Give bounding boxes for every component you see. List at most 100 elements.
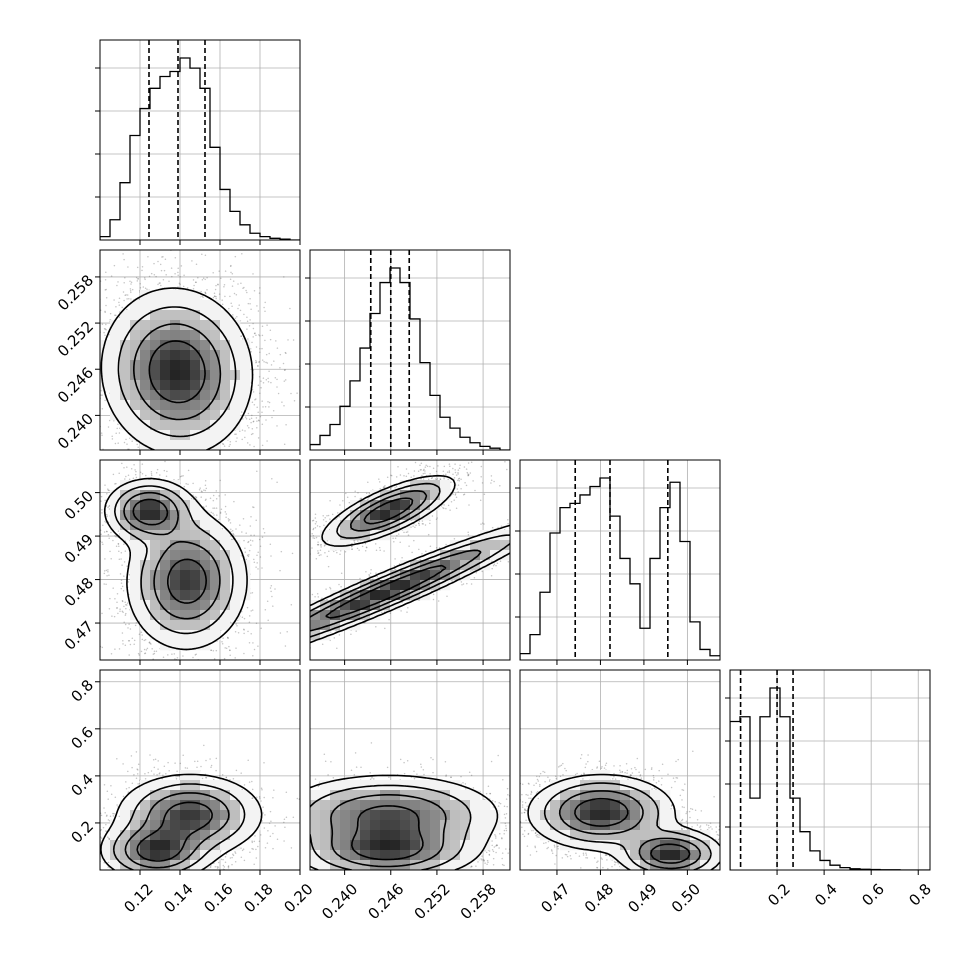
scatter-point (244, 436, 246, 439)
density-cell (100, 350, 111, 361)
scatter-point (230, 271, 232, 274)
scatter-point (265, 378, 268, 381)
scatter-point (120, 551, 123, 554)
scatter-point (250, 351, 252, 353)
scatter-point (122, 640, 124, 642)
scatter-point (158, 282, 161, 284)
scatter-point (150, 272, 153, 275)
scatter-point (242, 518, 245, 520)
scatter-point (177, 267, 179, 270)
density-cell (240, 350, 251, 361)
scatter-point (240, 282, 242, 284)
density-cell (220, 430, 231, 441)
scatter-point (248, 642, 251, 644)
scatter-point (112, 473, 115, 476)
scatter-point (152, 653, 155, 655)
scatter-point (213, 514, 215, 516)
density-cell (110, 390, 121, 401)
density-cell (180, 330, 191, 341)
scatter-point (261, 325, 264, 328)
scatter-point (246, 424, 249, 427)
density-cell (180, 300, 191, 311)
density-cell (180, 290, 191, 301)
scatter-point (252, 506, 254, 508)
scatter-point (162, 255, 164, 258)
scatter-point (105, 288, 107, 291)
scatter-point (261, 347, 263, 350)
scatter-point (245, 418, 248, 420)
scatter-point (259, 545, 262, 547)
scatter-point (255, 566, 257, 568)
scatter-point (241, 438, 243, 441)
scatter-point (124, 644, 127, 647)
contour-level-1 (100, 287, 254, 450)
scatter-point (263, 306, 265, 309)
density-cell (100, 380, 111, 391)
density-cell (220, 390, 231, 401)
scatter-point (139, 287, 142, 289)
scatter-point (197, 277, 199, 279)
scatter-point (246, 554, 249, 557)
density-cell (200, 430, 211, 441)
axes-frame (309, 249, 511, 451)
density-cell (190, 310, 201, 321)
density-cell (190, 330, 201, 341)
scatter-point (276, 347, 279, 349)
scatter-point (232, 280, 235, 282)
scatter-point (258, 292, 261, 294)
scatter-point (252, 420, 255, 423)
density-cell (120, 350, 131, 361)
scatter-point (222, 637, 224, 639)
scatter-point (283, 380, 286, 382)
density-cell (200, 340, 211, 351)
scatter-point (108, 505, 110, 508)
scatter-point (108, 504, 111, 507)
scatter-point (133, 463, 135, 466)
scatter-point (204, 278, 206, 281)
y-tick-label: 0.258 (54, 271, 97, 314)
scatter-point (251, 414, 253, 417)
density-cell (150, 370, 161, 381)
scatter-point (252, 273, 254, 275)
y-tick-label: 0.246 (54, 364, 97, 407)
density-cell (160, 350, 171, 361)
scatter-point (104, 289, 107, 291)
scatter-point (257, 365, 259, 367)
density-cell (210, 300, 221, 311)
scatter-point (290, 392, 292, 395)
scatter-point (218, 293, 221, 295)
scatter-point (256, 427, 258, 429)
scatter-point (155, 471, 158, 474)
scatter-point (234, 255, 237, 258)
scatter-point (132, 477, 135, 479)
scatter-point (192, 287, 195, 290)
scatter-point (171, 275, 173, 278)
scatter-point (168, 280, 170, 282)
scatter-point (130, 291, 132, 294)
density-cell (170, 390, 181, 401)
scatter-point (162, 278, 165, 281)
density-cell (230, 350, 241, 361)
scatter-point (157, 283, 159, 286)
density-cell (170, 320, 181, 331)
scatter-point (253, 290, 256, 292)
scatter-point (261, 567, 263, 569)
scatter-point (101, 512, 103, 514)
scatter-point (247, 541, 249, 544)
scatter-point (135, 276, 138, 279)
scatter-point (124, 601, 126, 603)
scatter-point (275, 340, 277, 342)
scatter-point (105, 583, 107, 585)
scatter-point (280, 550, 283, 553)
density-cell (150, 330, 161, 341)
scatter-point (115, 545, 118, 548)
scatter-point (283, 404, 285, 407)
scatter-point (145, 474, 147, 477)
scatter-point (128, 640, 131, 642)
scatter-point (274, 376, 277, 379)
density-cell (200, 300, 211, 311)
scatter-point (213, 507, 216, 509)
density-cell (220, 330, 231, 341)
scatter-point (171, 653, 173, 655)
